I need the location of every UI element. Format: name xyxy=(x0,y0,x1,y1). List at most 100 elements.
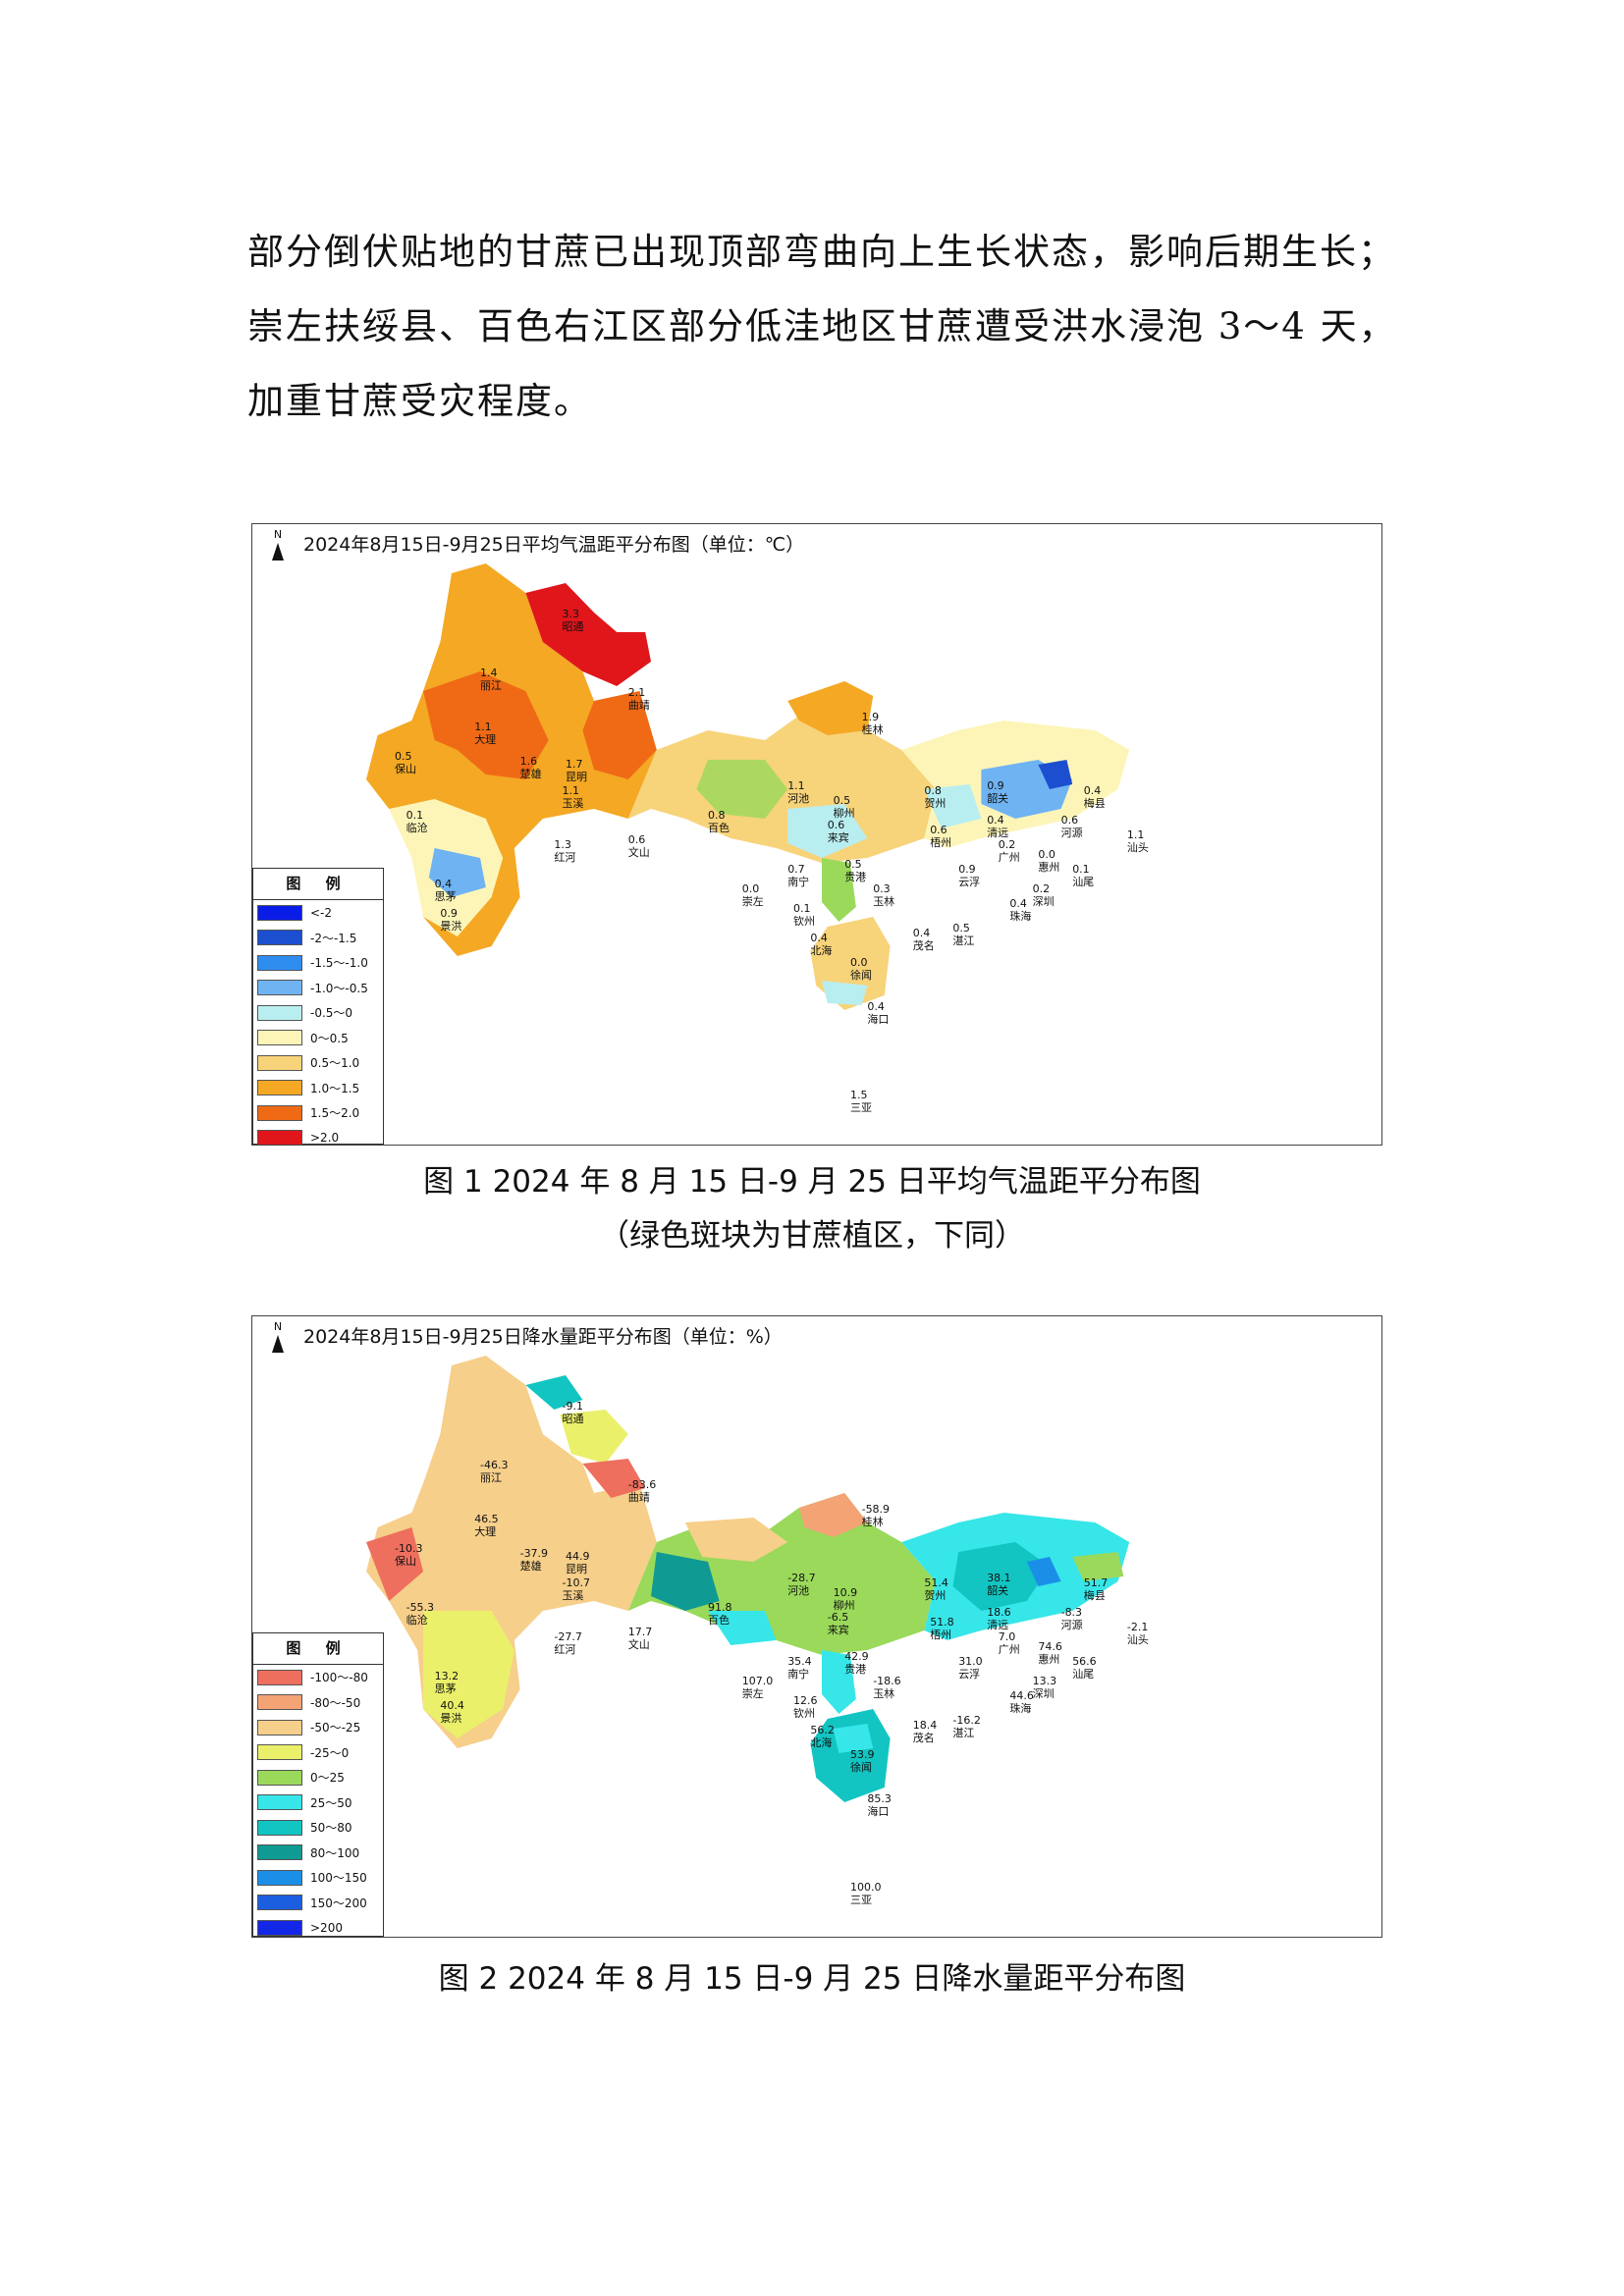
station-name: 文山 xyxy=(628,1637,650,1651)
station-value: -27.7 xyxy=(554,1630,581,1643)
station-name: 昆明 xyxy=(566,1563,587,1575)
station-value: 0.1 xyxy=(406,809,424,822)
legend-item: -1.5～-1.0 xyxy=(253,950,383,976)
station-value: 1.1 xyxy=(563,784,580,797)
station-name: 清远 xyxy=(987,1619,1008,1631)
precipitation-map-canvas: -9.1昭通 -46.3丽江 46.5大理 -83.6曲靖 -10.3保山 -37.9楚雄… xyxy=(366,1356,1149,1906)
legend-swatch xyxy=(257,954,302,971)
station-name: 广州 xyxy=(999,851,1020,864)
legend-swatch xyxy=(257,1919,302,1936)
station-name: 梅县 xyxy=(1084,796,1106,810)
station-value: -2.1 xyxy=(1127,1621,1148,1633)
station-name: 贵港 xyxy=(844,1663,866,1676)
station-value: 2.1 xyxy=(628,686,646,699)
station-name: 惠州 xyxy=(1038,860,1059,874)
legend-swatch xyxy=(257,1694,302,1711)
legend-label: -1.0～-0.5 xyxy=(310,981,368,995)
north-arrow: N xyxy=(272,1320,284,1353)
station-value: 53.9 xyxy=(850,1748,875,1761)
station-name: 思茅 xyxy=(435,1682,457,1695)
station-name: 汕尾 xyxy=(1072,1668,1094,1681)
station-value: 0.4 xyxy=(867,1000,885,1013)
station-value: -58.9 xyxy=(862,1503,890,1516)
station-value: 0.0 xyxy=(850,956,868,969)
legend-label: >2.0 xyxy=(310,1131,340,1146)
station-name: 茂名 xyxy=(913,1731,935,1744)
body-paragraph: 部分倒伏贴地的甘蔗已出现顶部弯曲向上生长状态，影响后期生长； 崇左扶绥县、百色右… xyxy=(247,216,1395,432)
station-value: 1.9 xyxy=(862,711,880,723)
station-value: 91.8 xyxy=(708,1601,732,1614)
station-name: 玉溪 xyxy=(563,1589,584,1602)
legend-item: >2.0 xyxy=(253,1126,383,1146)
legend-item: -80～-50 xyxy=(253,1690,383,1716)
map-title: 2024年8月15日-9月25日平均气温距平分布图（单位：℃） xyxy=(303,534,805,556)
station-value: 1.5 xyxy=(850,1089,868,1101)
station-name: 大理 xyxy=(474,1524,496,1538)
station-name: 大理 xyxy=(474,732,496,746)
station-name: 海口 xyxy=(867,1804,889,1818)
station-name: 贺州 xyxy=(924,797,946,810)
station-value: 51.4 xyxy=(924,1576,948,1589)
legend-label: >200 xyxy=(310,1920,343,1935)
station-value: 0.5 xyxy=(395,750,412,763)
station-name: 崇左 xyxy=(742,895,764,908)
station-value: -55.3 xyxy=(406,1601,434,1614)
station-name: 楚雄 xyxy=(520,1559,542,1573)
station-value: 18.4 xyxy=(913,1719,938,1732)
legend-item: 150～200 xyxy=(253,1891,383,1916)
legend-title: 图 例 xyxy=(253,1633,383,1665)
station-value: 0.9 xyxy=(987,779,1004,792)
paragraph-line-3: 加重甘蔗受灾程度。 xyxy=(247,380,592,422)
station-name: 文山 xyxy=(628,845,650,859)
legend-swatch xyxy=(257,1794,302,1811)
north-label: N xyxy=(273,528,283,541)
legend-item: -2～-1.5 xyxy=(253,926,383,951)
station-name: 保山 xyxy=(395,1554,416,1568)
legend-swatch xyxy=(257,930,302,946)
station-value: 51.8 xyxy=(930,1616,954,1629)
station-name: 河池 xyxy=(787,1584,809,1597)
station-value: 1.3 xyxy=(554,838,571,851)
legend-label: 150～200 xyxy=(310,1896,367,1910)
station-name: 梧州 xyxy=(930,835,951,849)
station-name: 景洪 xyxy=(440,919,461,933)
station-name: 南宁 xyxy=(787,1667,809,1681)
station-value: 1.1 xyxy=(1127,828,1145,841)
station-name: 曲靖 xyxy=(628,1491,650,1504)
station-name: 钦州 xyxy=(793,1707,815,1720)
station-value: 0.4 xyxy=(810,932,828,944)
legend-label: -100～-80 xyxy=(310,1671,368,1685)
station-value: 0.3 xyxy=(873,882,891,895)
station-name: 柳州 xyxy=(834,806,855,820)
legend-swatch xyxy=(257,904,302,921)
station-value: 1.1 xyxy=(474,721,492,733)
north-arrow: N xyxy=(272,528,284,561)
station-name: 湛江 xyxy=(952,1727,974,1739)
station-value: 0.2 xyxy=(999,838,1016,851)
station-name: 湛江 xyxy=(952,934,974,947)
station-value: 13.2 xyxy=(435,1670,460,1682)
station-value: 107.0 xyxy=(742,1675,774,1687)
legend-label: 0～25 xyxy=(310,1771,345,1786)
station-value: 0.9 xyxy=(958,863,976,876)
legend-label: 0～0.5 xyxy=(310,1031,349,1045)
station-value: 0.7 xyxy=(787,863,805,876)
station-name: 南宁 xyxy=(787,875,809,888)
station-name: 海口 xyxy=(867,1012,889,1026)
legend-label: 50～80 xyxy=(310,1821,352,1836)
station-value: 3.3 xyxy=(563,608,580,620)
station-value: 40.4 xyxy=(440,1699,464,1712)
station-value: 0.4 xyxy=(435,878,453,890)
station-value: -10.7 xyxy=(563,1576,590,1589)
station-name: 百色 xyxy=(708,821,730,834)
station-name: 钦州 xyxy=(793,915,815,928)
legend-swatch xyxy=(257,1869,302,1886)
legend-label: 25～50 xyxy=(310,1795,352,1810)
legend-item: 50～80 xyxy=(253,1815,383,1841)
legend-swatch xyxy=(257,1030,302,1046)
legend-item: -25～0 xyxy=(253,1740,383,1766)
station-name: 徐闻 xyxy=(850,1760,872,1774)
station-value: 1.6 xyxy=(520,755,538,768)
station-name: 昭通 xyxy=(563,1413,584,1425)
station-value: 0.0 xyxy=(1038,848,1056,861)
